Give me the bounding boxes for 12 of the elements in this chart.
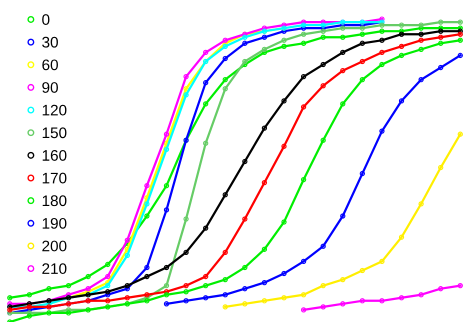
- legend-label: 30: [42, 36, 58, 48]
- legend-label: 180: [42, 195, 66, 206]
- legend-label: 200: [42, 240, 66, 252]
- legend-label: 190: [42, 218, 66, 229]
- legend-label: 160: [42, 150, 66, 161]
- legend-label: 120: [42, 104, 66, 116]
- legend-label: 90: [42, 82, 58, 93]
- legend-label: 60: [42, 59, 58, 70]
- legend-label: 170: [42, 172, 66, 184]
- legend-label: 210: [42, 263, 66, 274]
- legend-label: 0: [42, 14, 50, 25]
- legend-label: 150: [42, 127, 66, 138]
